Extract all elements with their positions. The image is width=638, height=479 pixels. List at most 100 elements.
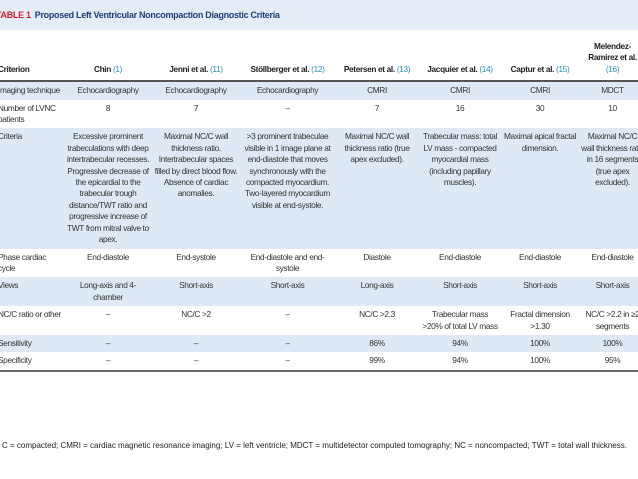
table-cell: Short-axis [579,277,638,307]
table-cell: 95% [579,352,638,372]
column-header-name: Petersen et al. [343,63,395,74]
table-cell: End-diastole [519,251,561,262]
table-cell: Short-axis [501,277,579,307]
column-header-name: Captur et al. [510,63,555,74]
table-cell: Echocardiography [240,81,335,100]
column-header: Melendez-Ramirez et al. (16) [579,38,638,83]
reference-link[interactable]: (12) [311,63,325,74]
table-cell: Short-axis [240,277,335,307]
table-cell: – [285,102,290,113]
row-label: Number of LVNC patients [0,102,56,125]
row-label: Criteria [0,128,64,249]
table-cell: 7 [374,102,380,113]
table-cell: Maximal NC/C wall thickness ratio in 16 … [579,128,638,249]
table-cell: MDCT [579,81,638,100]
table-cell: Trabecular mass: total LV mass - compact… [419,128,501,249]
table-row: Number of LVNC patients 8 7 – 7 16 30 10 [0,100,638,129]
table-cell: CMRI [501,81,579,100]
table-cell: End-diastole and end-systole [250,251,325,273]
table-row: Views Long-axis and 4-chamber Short-axis Sh… [0,277,638,307]
table-row: Imaging technique Echocardiography Echocar… [0,81,638,100]
column-header: Stöllberger et al. (12) [240,38,335,83]
table-cell: – [152,334,240,353]
column-header: Captur et al. (15) [501,38,579,83]
table-cell: Trabecular mass >20% of total LV mass [422,309,498,331]
table-cell: Echocardiography [64,81,152,100]
table-cell: Maximal apical fractal dimension. [501,128,579,249]
table-cell: 99% [335,352,419,372]
table-cell: Short-axis [419,277,501,307]
column-header-name: Chin [93,63,111,74]
table-cell: 100% [579,334,638,353]
table-label: TABLE 1 [0,10,31,20]
column-header: Petersen et al. (13) [335,38,419,83]
column-header-name: Criterion [0,63,30,74]
table-cell: 8 [105,102,111,113]
table-cell: – [105,309,111,320]
table-row: Specificity – – –99% 94% 100% 95% [0,352,638,372]
table-cell: End-diastole [87,251,129,262]
table-row: NC/C ratio or other – NC/C >2 – NC/C >2.3 Tra… [0,306,638,335]
column-header: Criterion [0,38,64,83]
table-cell: 7 [193,102,199,113]
table-cell: Short-axis [152,277,240,307]
table-cell: NC/C >2.2 in ≥2 segments [585,309,638,331]
table-cell: Maximal NC/C wall thickness ratio. Inter… [152,128,240,249]
footnote: C = compacted; CMRI = cardiac magnetic r… [2,441,628,450]
table-cell: 86% [335,334,419,353]
reference-link[interactable]: (15) [556,63,570,74]
reference-link[interactable]: (16) [605,63,620,74]
table-cell: NC/C >2.3 [359,309,395,320]
table-cell: Echocardiography [152,81,240,100]
reference-link[interactable]: (1) [112,63,123,74]
table-title-text: Proposed Left Ventricular Noncompaction … [34,10,280,20]
row-label: Specificity [0,352,64,372]
row-label: Sensitivity [0,334,64,353]
row-label: Imaging technique [0,81,64,100]
table-cell: 16 [455,102,465,113]
table-cell: 30 [535,102,545,113]
table-cell: Maximal NC/C wall thickness ratio (true … [335,128,419,249]
column-header: Jacquier et al. (14) [419,38,501,83]
table-cell: NC/C >2 [181,309,211,320]
row-label: Views [0,277,64,307]
table-cell: – [285,309,290,320]
table-cell: – [64,352,152,372]
column-header-name: Melendez-Ramirez et al. [588,41,637,63]
table-cell: – [152,352,240,372]
criteria-table: Criterion Chin (1) Jenni et al. (11) Stöllb… [0,38,638,372]
table-cell: End-diastole [439,251,481,262]
table-cell: 94% [419,352,501,372]
table-row: Sensitivity – – –86% 94% 100% 100% [0,334,638,353]
column-header-name: Jenni et al. [169,63,208,74]
reference-link[interactable]: (14) [479,63,493,74]
column-header: Jenni et al. (11) [152,38,240,83]
reference-link[interactable]: (13) [396,63,411,74]
table-cell: End-systole [176,251,216,262]
table-cell: 100% [501,352,579,372]
table-cell: – [240,334,335,353]
table-cell: Diastole [363,251,391,262]
table-cell: – [240,352,335,372]
table-cell: 94% [419,334,501,353]
table-cell: 10 [608,102,617,113]
row-label: NC/C ratio or other [0,309,61,320]
reference-link[interactable]: (11) [209,63,223,74]
table-cell: CMRI [419,81,501,100]
column-header: Chin (1) [64,38,152,83]
table-cell: End-diastole [591,251,634,262]
table-cell: >3 prominent trabeculae visible in 1 ima… [240,128,335,249]
table-cell: 100% [501,334,579,353]
column-header-name: Jacquier et al. [427,63,478,74]
table-cell: Long-axis [335,277,419,307]
table-cell: Long-axis and 4-chamber [64,277,152,307]
table-cell: Fractal dimension >1.30 [510,309,570,331]
column-header-name: Stöllberger et al. [250,63,310,74]
table-cell: Excessive prominent trabeculations with … [64,128,152,249]
table-row: Criteria Excessive prominent trabeculatio… [0,128,638,249]
table-cell: – [64,334,152,353]
